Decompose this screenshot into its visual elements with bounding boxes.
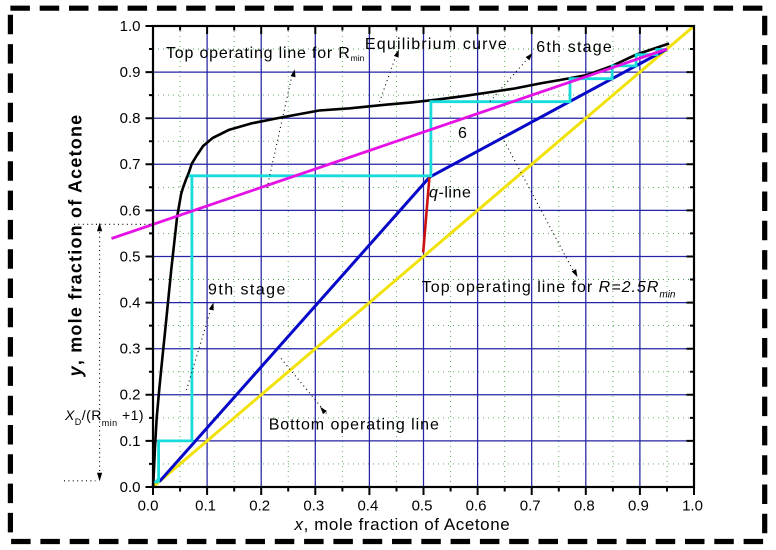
svg-text:Top operating line for R=2.5Rm: Top operating line for R=2.5Rmin: [422, 279, 676, 301]
svg-text:0.3: 0.3: [303, 498, 324, 515]
svg-text:0.8: 0.8: [120, 110, 141, 127]
svg-text:6: 6: [458, 125, 467, 142]
svg-text:0.8: 0.8: [574, 498, 595, 515]
svg-text:Top operating line for Rmin: Top operating line for Rmin: [166, 45, 365, 63]
svg-text:XD/(Rmin +1): XD/(Rmin +1): [64, 407, 144, 428]
svg-text:0.9: 0.9: [628, 498, 649, 515]
svg-text:y, mole fraction of Acetone: y, mole fraction of Acetone: [66, 114, 86, 378]
svg-text:0.7: 0.7: [120, 156, 141, 173]
svg-text:Bottom operating line: Bottom operating line: [269, 417, 440, 434]
svg-text:0.0: 0.0: [120, 479, 141, 496]
svg-text:0.1: 0.1: [120, 433, 141, 450]
svg-text:Equilibrium curve: Equilibrium curve: [365, 36, 508, 53]
svg-text:0.6: 0.6: [466, 498, 487, 515]
svg-text:q-line: q-line: [429, 185, 471, 202]
svg-text:0.0: 0.0: [138, 498, 159, 515]
svg-text:0.4: 0.4: [357, 498, 378, 515]
svg-text:9th stage: 9th stage: [208, 281, 287, 298]
svg-text:0.4: 0.4: [120, 295, 141, 312]
svg-text:0.6: 0.6: [120, 202, 141, 219]
svg-text:0.5: 0.5: [120, 248, 141, 265]
svg-text:0.2: 0.2: [249, 498, 270, 515]
svg-text:0.7: 0.7: [520, 498, 541, 515]
svg-text:1.0: 1.0: [120, 18, 141, 35]
svg-text:0.9: 0.9: [120, 64, 141, 81]
svg-text:0.2: 0.2: [120, 387, 141, 404]
svg-text:0.3: 0.3: [120, 341, 141, 358]
svg-text:6th stage: 6th stage: [536, 39, 613, 56]
svg-text:0.1: 0.1: [195, 498, 216, 515]
svg-text:1.0: 1.0: [682, 498, 703, 515]
svg-text:x, mole fraction of Acetone: x, mole fraction of Acetone: [294, 515, 511, 534]
svg-text:0.5: 0.5: [412, 498, 433, 515]
